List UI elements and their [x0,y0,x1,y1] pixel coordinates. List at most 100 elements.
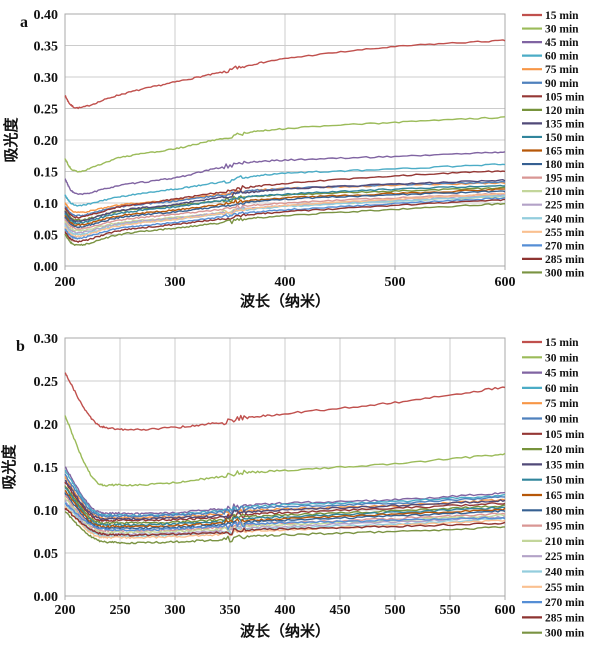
series-line-45-min [64,466,506,516]
y-tick-label: 0.00 [34,260,59,275]
series-line-90-min [64,473,506,518]
series-line-135-min [64,179,506,223]
series-line-15-min [64,39,506,110]
panel-b-letter: b [16,338,25,355]
legend-label: 300 min [545,628,585,640]
legend-item-30-min: 30 min [522,352,579,364]
legend-label: 60 min [545,383,579,395]
legend-label: 165 min [545,146,585,158]
x-tick-label: 500 [385,603,406,618]
y-tick-label: 0.00 [34,590,59,605]
legend-item-225-min: 225 min [522,200,585,212]
series-line-15-min [64,372,506,431]
legend-label: 225 min [545,200,585,212]
legend-label: 255 min [545,582,585,594]
legend-item-135-min: 135 min [522,459,585,471]
legend-label: 135 min [545,459,585,471]
legend-label: 180 min [545,159,585,171]
legend-label: 195 min [545,173,585,185]
legend-label: 285 min [545,612,585,624]
panel-a-y-axis-title: 吸光度 [2,117,20,163]
series-line-30-min [64,116,506,173]
legend-item-165-min: 165 min [522,146,585,158]
legend-label: 30 min [545,352,579,364]
legend-label: 240 min [545,213,585,225]
legend-item-60-min: 60 min [522,383,579,395]
legend-label: 90 min [545,414,579,426]
legend-label: 270 min [545,597,585,609]
legend-item-105-min: 105 min [522,429,585,441]
legend-item-135-min: 135 min [522,118,585,130]
legend-item-150-min: 150 min [522,132,585,144]
legend-label: 75 min [545,64,579,76]
legend-label: 285 min [545,254,585,266]
y-tick-label: 0.15 [34,166,59,181]
y-tick-label: 0.30 [34,71,59,86]
legend-item-120-min: 120 min [522,444,585,456]
y-tick-label: 0.40 [34,8,59,23]
legend-label: 30 min [545,24,579,36]
legend-label: 210 min [545,186,585,198]
series-line-135-min [64,480,506,521]
x-tick-label: 400 [275,603,296,618]
legend-item-165-min: 165 min [522,490,585,502]
series-line-300-min [64,511,505,545]
x-tick-label: 300 [165,275,186,290]
series-line-105-min [64,170,506,219]
series-line-285-min [64,198,506,243]
x-tick-label: 500 [385,275,406,290]
legend-label: 105 min [545,429,585,441]
legend-item-45-min: 45 min [522,37,579,49]
legend-label: 195 min [545,521,585,533]
legend-label: 255 min [545,227,585,239]
y-tick-label: 0.35 [34,40,59,55]
panel-b-x-axis-title: 波长（纳米） [240,622,330,640]
legend-item-30-min: 30 min [522,24,579,36]
legend-label: 105 min [545,91,585,103]
series-line-165-min [64,188,506,227]
series-line-105-min [64,481,506,523]
x-tick-label: 200 [55,275,76,290]
series-line-150-min [64,184,505,225]
y-tick-label: 0.25 [34,103,59,118]
legend-label: 60 min [545,51,579,63]
series-line-180-min [64,190,506,229]
y-tick-label: 0.10 [34,504,59,519]
y-tick-label: 0.05 [34,547,59,562]
plot-border [64,337,506,597]
legend-item-120-min: 120 min [522,105,585,117]
legend-label: 225 min [545,551,585,563]
series-line-195-min [64,192,506,231]
series-line-270-min [64,197,506,240]
legend-label: 15 min [545,10,579,22]
legend-item-210-min: 210 min [522,536,585,548]
series-line-150-min [64,487,506,527]
legend-label: 210 min [545,536,585,548]
x-tick-label: 400 [275,275,296,290]
legend-item-60-min: 60 min [522,51,579,63]
x-tick-label: 450 [330,603,351,618]
series-line-30-min [64,415,506,487]
legend-item-240-min: 240 min [522,213,585,225]
series-line-255-min [64,192,506,238]
legend-item-75-min: 75 min [522,64,579,76]
series-line-120-min [64,485,506,525]
series-line-45-min [64,151,506,196]
legend-label: 180 min [545,505,585,517]
legend-item-240-min: 240 min [522,567,585,579]
legend-item-300-min: 300 min [522,267,585,279]
legend-item-270-min: 270 min [522,597,585,609]
panel-b-legend: 15 min 30 min 45 min 60 min 75 min 90 min 105 … [522,337,585,640]
panel-a-plot: 0.00 0.05 0.10 0.15 0.20 0.25 0.30 0.35 0.40 200 3… [34,8,516,290]
series-line-240-min [64,502,506,538]
legend-item-255-min: 255 min [522,227,585,239]
series-line-270-min [64,502,506,532]
legend-label: 135 min [545,118,585,130]
legend-label: 15 min [545,337,579,349]
legend-label: 150 min [545,475,585,487]
legend-item-195-min: 195 min [522,173,585,185]
x-tick-label: 200 [55,603,76,618]
